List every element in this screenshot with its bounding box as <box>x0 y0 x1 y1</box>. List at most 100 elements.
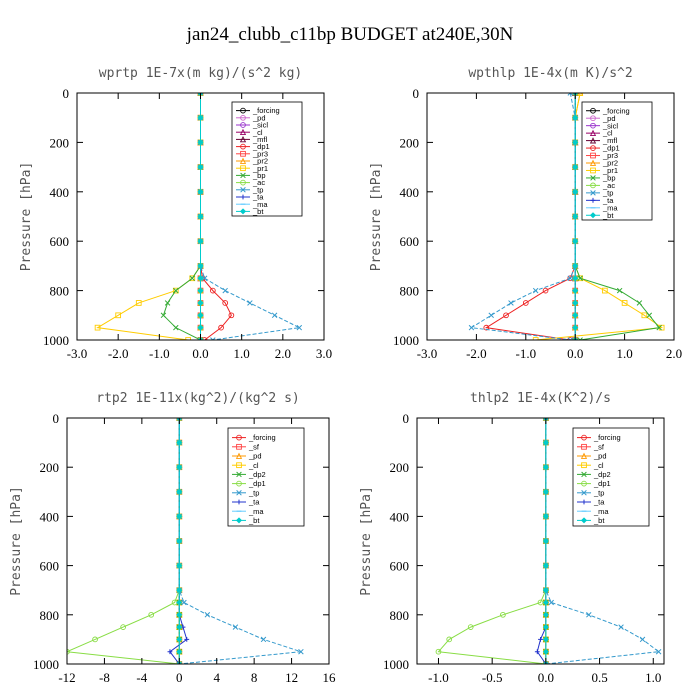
data-point <box>135 300 142 306</box>
series-line-tp <box>200 93 301 340</box>
data-point <box>567 275 574 282</box>
legend-marker <box>239 135 247 143</box>
x-tick-label: -1.0 <box>428 670 449 685</box>
data-point <box>172 287 179 294</box>
plot-frame <box>66 417 330 665</box>
legend-marker <box>239 128 247 136</box>
data-point <box>197 188 204 195</box>
y-tick-label: 200 <box>400 135 420 150</box>
data-point <box>176 439 183 446</box>
legend-marker <box>590 167 596 174</box>
legend-entry: _pr1 <box>602 166 618 175</box>
legend-entry: _bt <box>248 516 260 525</box>
x-tick-label: -1.0 <box>149 346 170 361</box>
legend-entry: _bt <box>602 211 614 220</box>
legend-marker <box>580 517 588 524</box>
legend: _forcing_sf_pd_cl_dp2_dp1_tp_ta_ma_bt <box>227 427 305 527</box>
data-point <box>636 300 643 306</box>
data-point <box>176 611 183 618</box>
data-point <box>296 324 303 331</box>
legend-marker <box>236 434 242 441</box>
y-tick-label: 1000 <box>393 333 419 348</box>
data-point <box>618 624 624 630</box>
series-line-bp <box>162 93 201 340</box>
data-point <box>572 287 579 294</box>
legend-entry: _bt <box>593 516 605 525</box>
data-point <box>94 324 101 331</box>
data-point <box>468 324 475 331</box>
data-point <box>572 262 579 269</box>
legend: _forcing_pd_sicl_cl_mfl_dp1_pr3_pr2_pr1_… <box>231 101 303 217</box>
data-point <box>197 324 204 331</box>
legend-entry: _ma <box>602 203 618 212</box>
data-point <box>164 300 171 306</box>
legend-marker <box>589 159 597 166</box>
legend-marker <box>236 490 242 496</box>
data-point <box>176 488 183 495</box>
y-tick-label: 400 <box>50 185 70 200</box>
legend-marker <box>236 499 242 505</box>
legend-marker <box>240 107 246 114</box>
data-point <box>542 611 549 618</box>
figure-title: jan24_clubb_c11bp BUDGET at240E,30N <box>186 24 514 45</box>
data-point <box>189 275 196 282</box>
chart-panel-2: wpthlp 1E-4x(m K)/s^2 Pressure [hPa] -3.0 -… <box>369 66 682 361</box>
legend-marker <box>240 172 246 179</box>
data-point <box>503 312 509 319</box>
legend-entry: _dp1 <box>602 144 620 153</box>
y-tick-label: 400 <box>390 509 410 524</box>
data-point <box>542 624 549 631</box>
legend-marker <box>589 137 597 144</box>
x-tick-label: -4 <box>136 670 147 685</box>
data-point <box>197 114 204 121</box>
y-tick-label: 200 <box>390 460 410 475</box>
legend-marker <box>581 471 587 478</box>
data-point <box>542 636 549 643</box>
legend-entry: _ac <box>252 178 265 187</box>
legend-entry: _pd <box>593 452 607 461</box>
data-point <box>567 337 574 340</box>
legend-entry: _dp1 <box>593 479 611 488</box>
legend-marker <box>590 152 596 159</box>
data-point <box>197 312 204 319</box>
y-tick-label: 0 <box>53 411 60 426</box>
legend-marker <box>235 517 243 524</box>
data-point <box>522 300 529 306</box>
data-point <box>572 324 579 331</box>
data-point <box>639 636 646 643</box>
legend-entry: _ta <box>248 498 260 507</box>
data-point <box>572 275 579 282</box>
legend-marker <box>240 150 246 157</box>
legend-entry: _forcing <box>248 433 276 442</box>
legend: _forcing_pd_sicl_cl_mfl_dp1_pr3_pr2_pr1_… <box>581 101 653 221</box>
legend-entry: _sf <box>593 442 605 451</box>
y-tick-label: 0 <box>413 86 420 101</box>
chart-panel-4: thlp2 1E-4x(K^2)/s Pressure [hPa] -1.0 -0.5… <box>359 391 665 685</box>
legend-entry: _sicl <box>252 121 268 130</box>
legend-entry: _mfl <box>602 136 618 145</box>
data-point <box>572 164 579 171</box>
legend-marker <box>581 462 587 469</box>
data-point <box>572 299 579 306</box>
y-tick-label: 400 <box>40 509 60 524</box>
x-tick-label: 0 <box>176 670 183 685</box>
x-tick-label: 0.0 <box>567 346 583 361</box>
x-tick-label: 0.5 <box>591 670 607 685</box>
data-point <box>197 238 204 245</box>
data-point <box>542 562 549 569</box>
legend-marker <box>590 197 596 203</box>
y-tick-label: 600 <box>400 234 420 249</box>
x-tick-label: -1.0 <box>516 346 537 361</box>
data-point <box>542 648 549 655</box>
data-point <box>572 114 579 121</box>
legend-marker <box>590 115 596 122</box>
data-point <box>534 649 540 655</box>
data-point <box>542 587 549 594</box>
x-tick-label: -0.5 <box>482 670 503 685</box>
x-tick-label: 0.0 <box>538 670 554 685</box>
data-point <box>538 637 543 642</box>
data-point <box>271 312 278 319</box>
data-point <box>500 611 506 618</box>
data-point <box>167 649 173 655</box>
